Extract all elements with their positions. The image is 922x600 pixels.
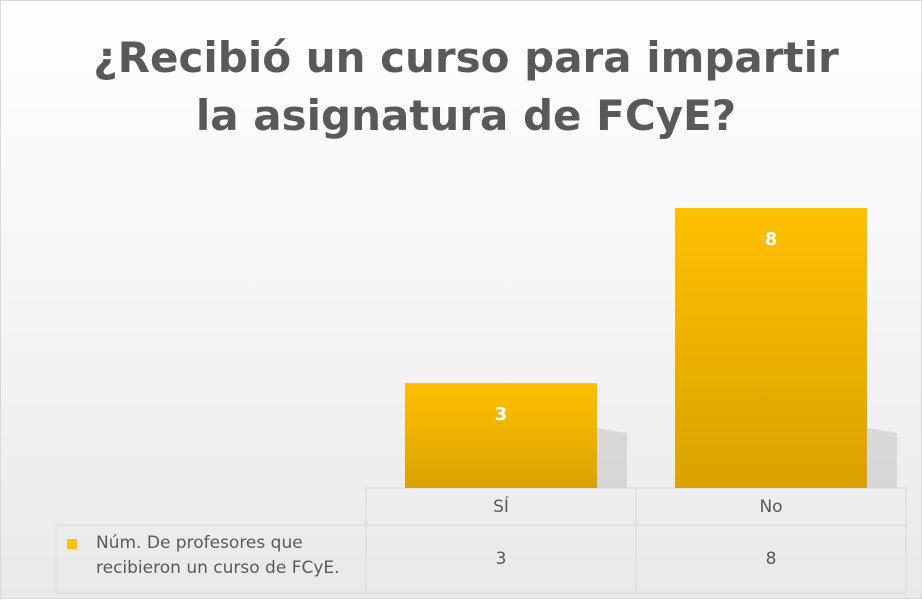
bar [675,208,867,488]
bar-shadow [867,428,897,488]
chart-title: ¿Recibió un curso para impartir la asign… [93,33,839,140]
table-value: 3 [496,549,507,569]
x-tick-label: No [759,497,782,517]
x-tick-label: SÍ [493,495,509,517]
table-value: 8 [766,549,777,569]
bar [405,383,597,488]
legend-label: Núm. De profesores que recibieron un cur… [96,533,340,578]
bar-shadow [597,428,627,488]
data-label: 3 [495,404,508,425]
legend-key [67,539,77,549]
data-label: 8 [765,229,778,250]
